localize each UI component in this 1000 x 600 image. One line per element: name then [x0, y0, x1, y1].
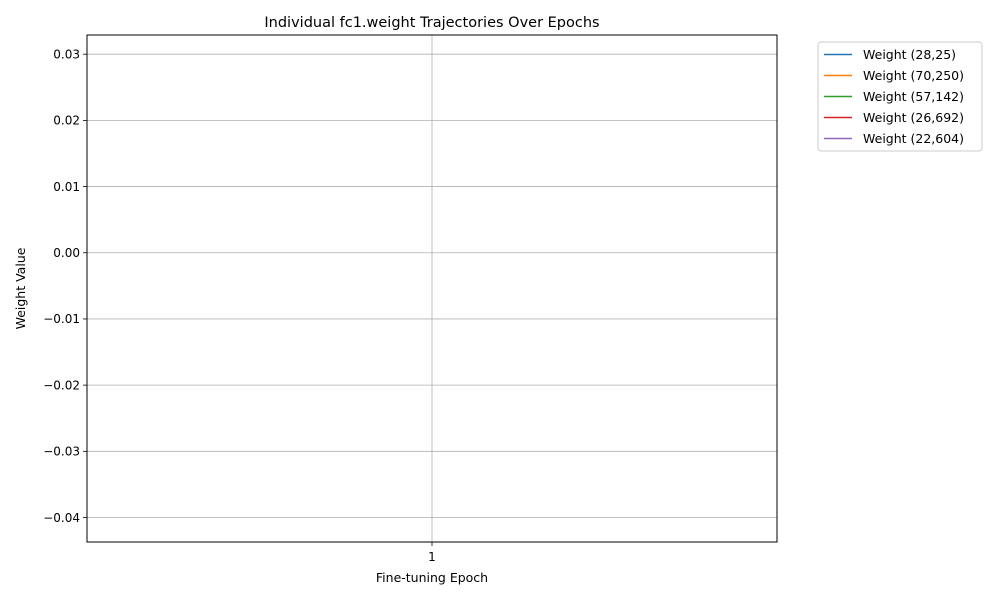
x-axis-label: Fine-tuning Epoch: [376, 570, 488, 585]
y-tick-label: −0.04: [43, 511, 80, 525]
y-axis-ticks: 0.03 0.02 0.01 0.00 −0.01 −0.02 −0.03 −0.04: [43, 47, 87, 525]
legend-items: Weight (28,25) Weight (70,250) Weight (57,…: [824, 47, 964, 146]
y-tick-label: 0.01: [53, 180, 80, 194]
legend-label: Weight (28,25): [863, 47, 956, 62]
grid-lines: [87, 35, 777, 542]
y-tick-label: −0.02: [43, 378, 80, 392]
x-tick-label: 1: [428, 550, 436, 564]
y-tick-label: 0.00: [53, 246, 80, 260]
y-tick-label: 0.02: [53, 114, 80, 128]
legend-label: Weight (22,604): [863, 131, 964, 146]
y-tick-label: 0.03: [53, 47, 80, 61]
legend: Weight (28,25) Weight (70,250) Weight (57,…: [817, 41, 983, 152]
chart-title: Individual fc1.weight Trajectories Over …: [264, 15, 599, 31]
legend-label: Weight (70,250): [863, 68, 964, 83]
legend-label: Weight (26,692): [863, 110, 964, 125]
y-tick-label: −0.03: [43, 445, 80, 459]
legend-frame: [817, 41, 983, 152]
y-axis-label: Weight Value: [13, 247, 28, 329]
y-tick-label: −0.01: [43, 312, 80, 326]
x-axis-ticks: 1: [428, 542, 436, 564]
legend-label: Weight (57,142): [863, 89, 964, 104]
